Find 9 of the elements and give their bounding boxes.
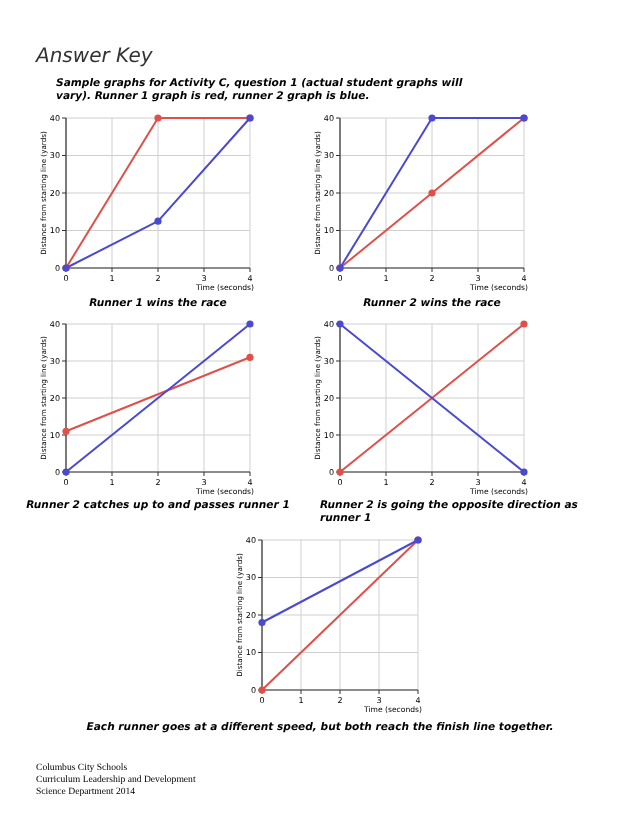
point: [62, 427, 70, 435]
point: [154, 114, 162, 122]
point: [246, 353, 254, 361]
point: [428, 114, 436, 122]
point: [246, 320, 254, 328]
chart-title: Answer Key: [34, 46, 155, 68]
point: [428, 189, 436, 197]
point: [154, 217, 162, 225]
point: [258, 618, 266, 627]
